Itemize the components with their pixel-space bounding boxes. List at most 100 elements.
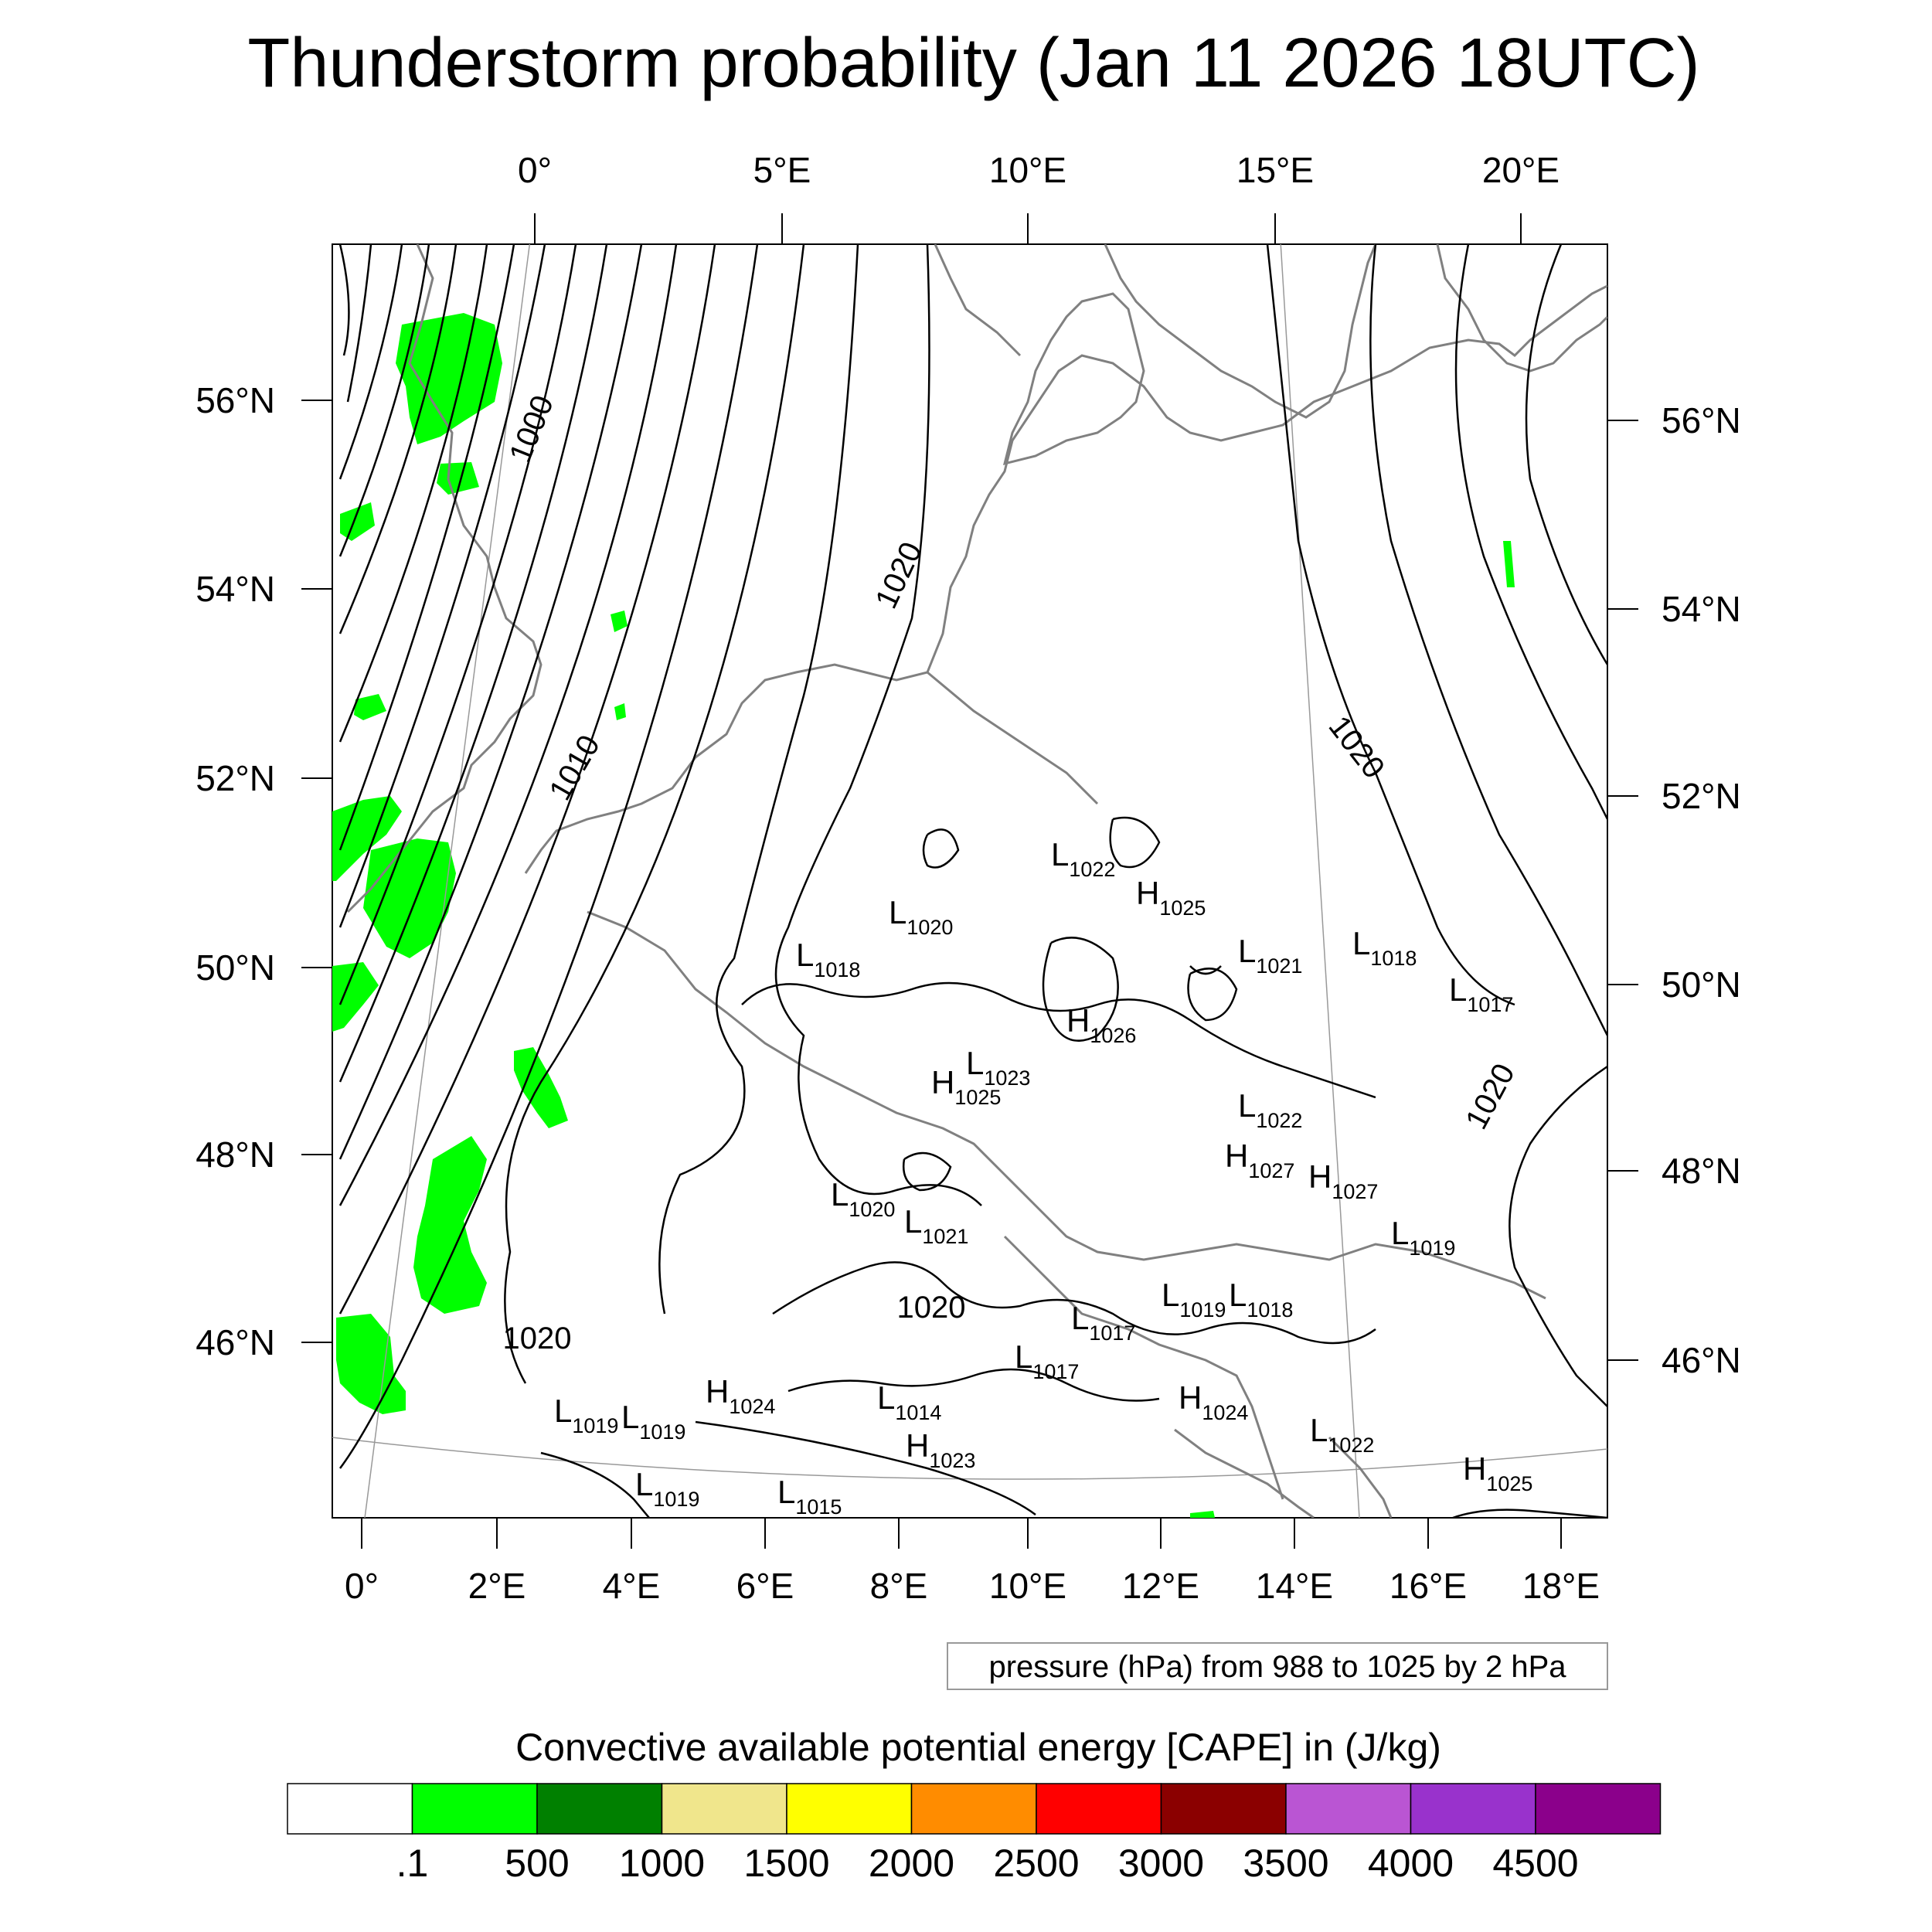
isobar bbox=[338, 244, 678, 1206]
colorbar-box bbox=[1160, 1783, 1287, 1835]
right-latitude-labels: 56°N 54°N 52°N 50°N 48°N 46°N bbox=[1662, 400, 1741, 1380]
isobar bbox=[338, 244, 350, 356]
bottom-longitude-labels: 0° 2°E 4°E 6°E 8°E 10°E 12°E 14°E 16°E 1… bbox=[345, 1566, 1600, 1606]
lon-label-top: 20°E bbox=[1482, 150, 1560, 190]
isobar bbox=[338, 244, 643, 1160]
lon-label-top: 0° bbox=[518, 150, 552, 190]
colorbar-box bbox=[910, 1783, 1037, 1835]
colorbar-tick-labels: .1 500 1000 1500 2000 2500 3000 3500 4000 4500 bbox=[396, 1842, 1579, 1885]
pressure-center-label: L1022 bbox=[1310, 1412, 1374, 1457]
contour-info-box: pressure (hPa) from 988 to 1025 by 2 hPa bbox=[947, 1642, 1608, 1690]
colorbar: Convective available potential energy [C… bbox=[287, 1726, 1662, 1885]
cape-area bbox=[611, 611, 628, 632]
isobar bbox=[338, 244, 457, 634]
map-ticks bbox=[301, 213, 1638, 1549]
colorbar-box bbox=[786, 1783, 913, 1835]
lat-label-right: 46°N bbox=[1662, 1340, 1741, 1380]
lat-label-right: 48°N bbox=[1662, 1151, 1741, 1191]
isobar bbox=[1109, 816, 1161, 869]
isobar bbox=[338, 244, 403, 480]
isobar bbox=[338, 244, 577, 1005]
colorbar-box bbox=[287, 1783, 413, 1835]
isobar bbox=[902, 1151, 952, 1192]
pressure-center-label: L1020 bbox=[831, 1176, 895, 1221]
isobar bbox=[1369, 244, 1607, 1036]
lat-label-right: 52°N bbox=[1662, 776, 1741, 816]
lat-label-left: 54°N bbox=[196, 569, 275, 609]
coastline-denmark bbox=[1002, 292, 1145, 466]
isobar-label: 1020 bbox=[897, 1291, 966, 1325]
pressure-center-label: L1018 bbox=[796, 937, 860, 981]
lat-label-right: 56°N bbox=[1662, 400, 1741, 440]
isobar bbox=[1189, 965, 1222, 975]
isobar bbox=[1266, 244, 1515, 1006]
isobar bbox=[338, 244, 759, 1469]
colorbar-box bbox=[1410, 1783, 1536, 1835]
isobar bbox=[787, 1368, 1160, 1402]
lon-label-top: 5°E bbox=[753, 150, 811, 190]
figure-title: Thunderstorm probability (Jan 11 2026 18… bbox=[247, 25, 1699, 102]
colorbar-tick-label: .1 bbox=[396, 1842, 429, 1885]
colorbar-tick-label: 2500 bbox=[993, 1842, 1079, 1885]
colorbar-tick-label: 1000 bbox=[619, 1842, 705, 1885]
pressure-center-label: L1017 bbox=[1071, 1300, 1135, 1345]
isobar bbox=[741, 981, 1376, 1099]
lat-label-left: 50°N bbox=[196, 947, 275, 988]
pressure-center-label: L1015 bbox=[777, 1474, 842, 1519]
pressure-center-label: L1020 bbox=[889, 894, 953, 939]
border-lines bbox=[587, 671, 1546, 1500]
pressure-center-label: L1022 bbox=[1051, 836, 1115, 881]
isobar bbox=[774, 244, 982, 1206]
cape-area bbox=[340, 502, 375, 541]
coastline-baltic bbox=[1436, 244, 1607, 372]
colorbar-tick-label: 1500 bbox=[743, 1842, 829, 1885]
cape-area bbox=[354, 694, 386, 720]
isobar bbox=[1454, 244, 1607, 820]
lat-label-left: 46°N bbox=[196, 1322, 275, 1362]
graticule bbox=[332, 244, 1607, 1518]
isobar bbox=[695, 1420, 1036, 1516]
isobars bbox=[338, 244, 1607, 1518]
isobar bbox=[338, 244, 515, 851]
colorbar-tick-label: 4500 bbox=[1492, 1842, 1578, 1885]
pressure-center-label: H1026 bbox=[1066, 1002, 1136, 1047]
lon-label-bottom: 8°E bbox=[870, 1566, 928, 1606]
pressure-center-label: L1014 bbox=[877, 1379, 941, 1424]
cape-area bbox=[1503, 541, 1515, 587]
lon-label-bottom: 12°E bbox=[1122, 1566, 1199, 1606]
lon-label-bottom: 0° bbox=[345, 1566, 379, 1606]
colorbar-tick-label: 3500 bbox=[1243, 1842, 1328, 1885]
pressure-center-label: H1024 bbox=[1179, 1379, 1248, 1424]
lon-label-bottom: 18°E bbox=[1522, 1566, 1600, 1606]
colorbar-box bbox=[411, 1783, 538, 1835]
map-frame bbox=[332, 243, 1608, 1519]
pressure-center-label: H1023 bbox=[906, 1427, 975, 1472]
lon-label-bottom: 10°E bbox=[989, 1566, 1066, 1606]
cape-area bbox=[437, 462, 479, 495]
pressure-center-label: L1023 bbox=[966, 1045, 1030, 1090]
pressure-center-label: L1021 bbox=[904, 1203, 968, 1248]
top-longitude-labels: 0° 5°E 10°E 15°E 20°E bbox=[518, 150, 1560, 190]
colorbar-tick-label: 2000 bbox=[869, 1842, 954, 1885]
colorbar-box bbox=[1036, 1783, 1162, 1835]
lon-label-top: 15°E bbox=[1236, 150, 1314, 190]
colorbar-box bbox=[536, 1783, 663, 1835]
colorbar-tick-label: 500 bbox=[505, 1842, 569, 1885]
lat-label-left: 56°N bbox=[196, 380, 275, 420]
cape-area bbox=[614, 703, 626, 720]
pressure-center-label: H1025 bbox=[1463, 1451, 1532, 1495]
pressure-center-label: L1019 bbox=[621, 1399, 685, 1444]
lon-label-bottom: 4°E bbox=[603, 1566, 661, 1606]
cape-area bbox=[413, 1136, 487, 1314]
pressure-center-label: H1027 bbox=[1225, 1138, 1294, 1182]
isobar bbox=[1509, 1065, 1607, 1407]
pressure-center-label: L1018 bbox=[1229, 1277, 1293, 1321]
lon-label-bottom: 14°E bbox=[1256, 1566, 1333, 1606]
pressure-center-label: L1019 bbox=[635, 1466, 699, 1511]
colorbar-title: Convective available potential energy [C… bbox=[515, 1726, 1441, 1769]
cape-area bbox=[514, 1047, 568, 1128]
isobar bbox=[540, 1451, 650, 1518]
isobar bbox=[338, 244, 430, 557]
isobar bbox=[772, 1261, 1376, 1345]
pressure-center-label: H1025 bbox=[931, 1064, 1001, 1109]
